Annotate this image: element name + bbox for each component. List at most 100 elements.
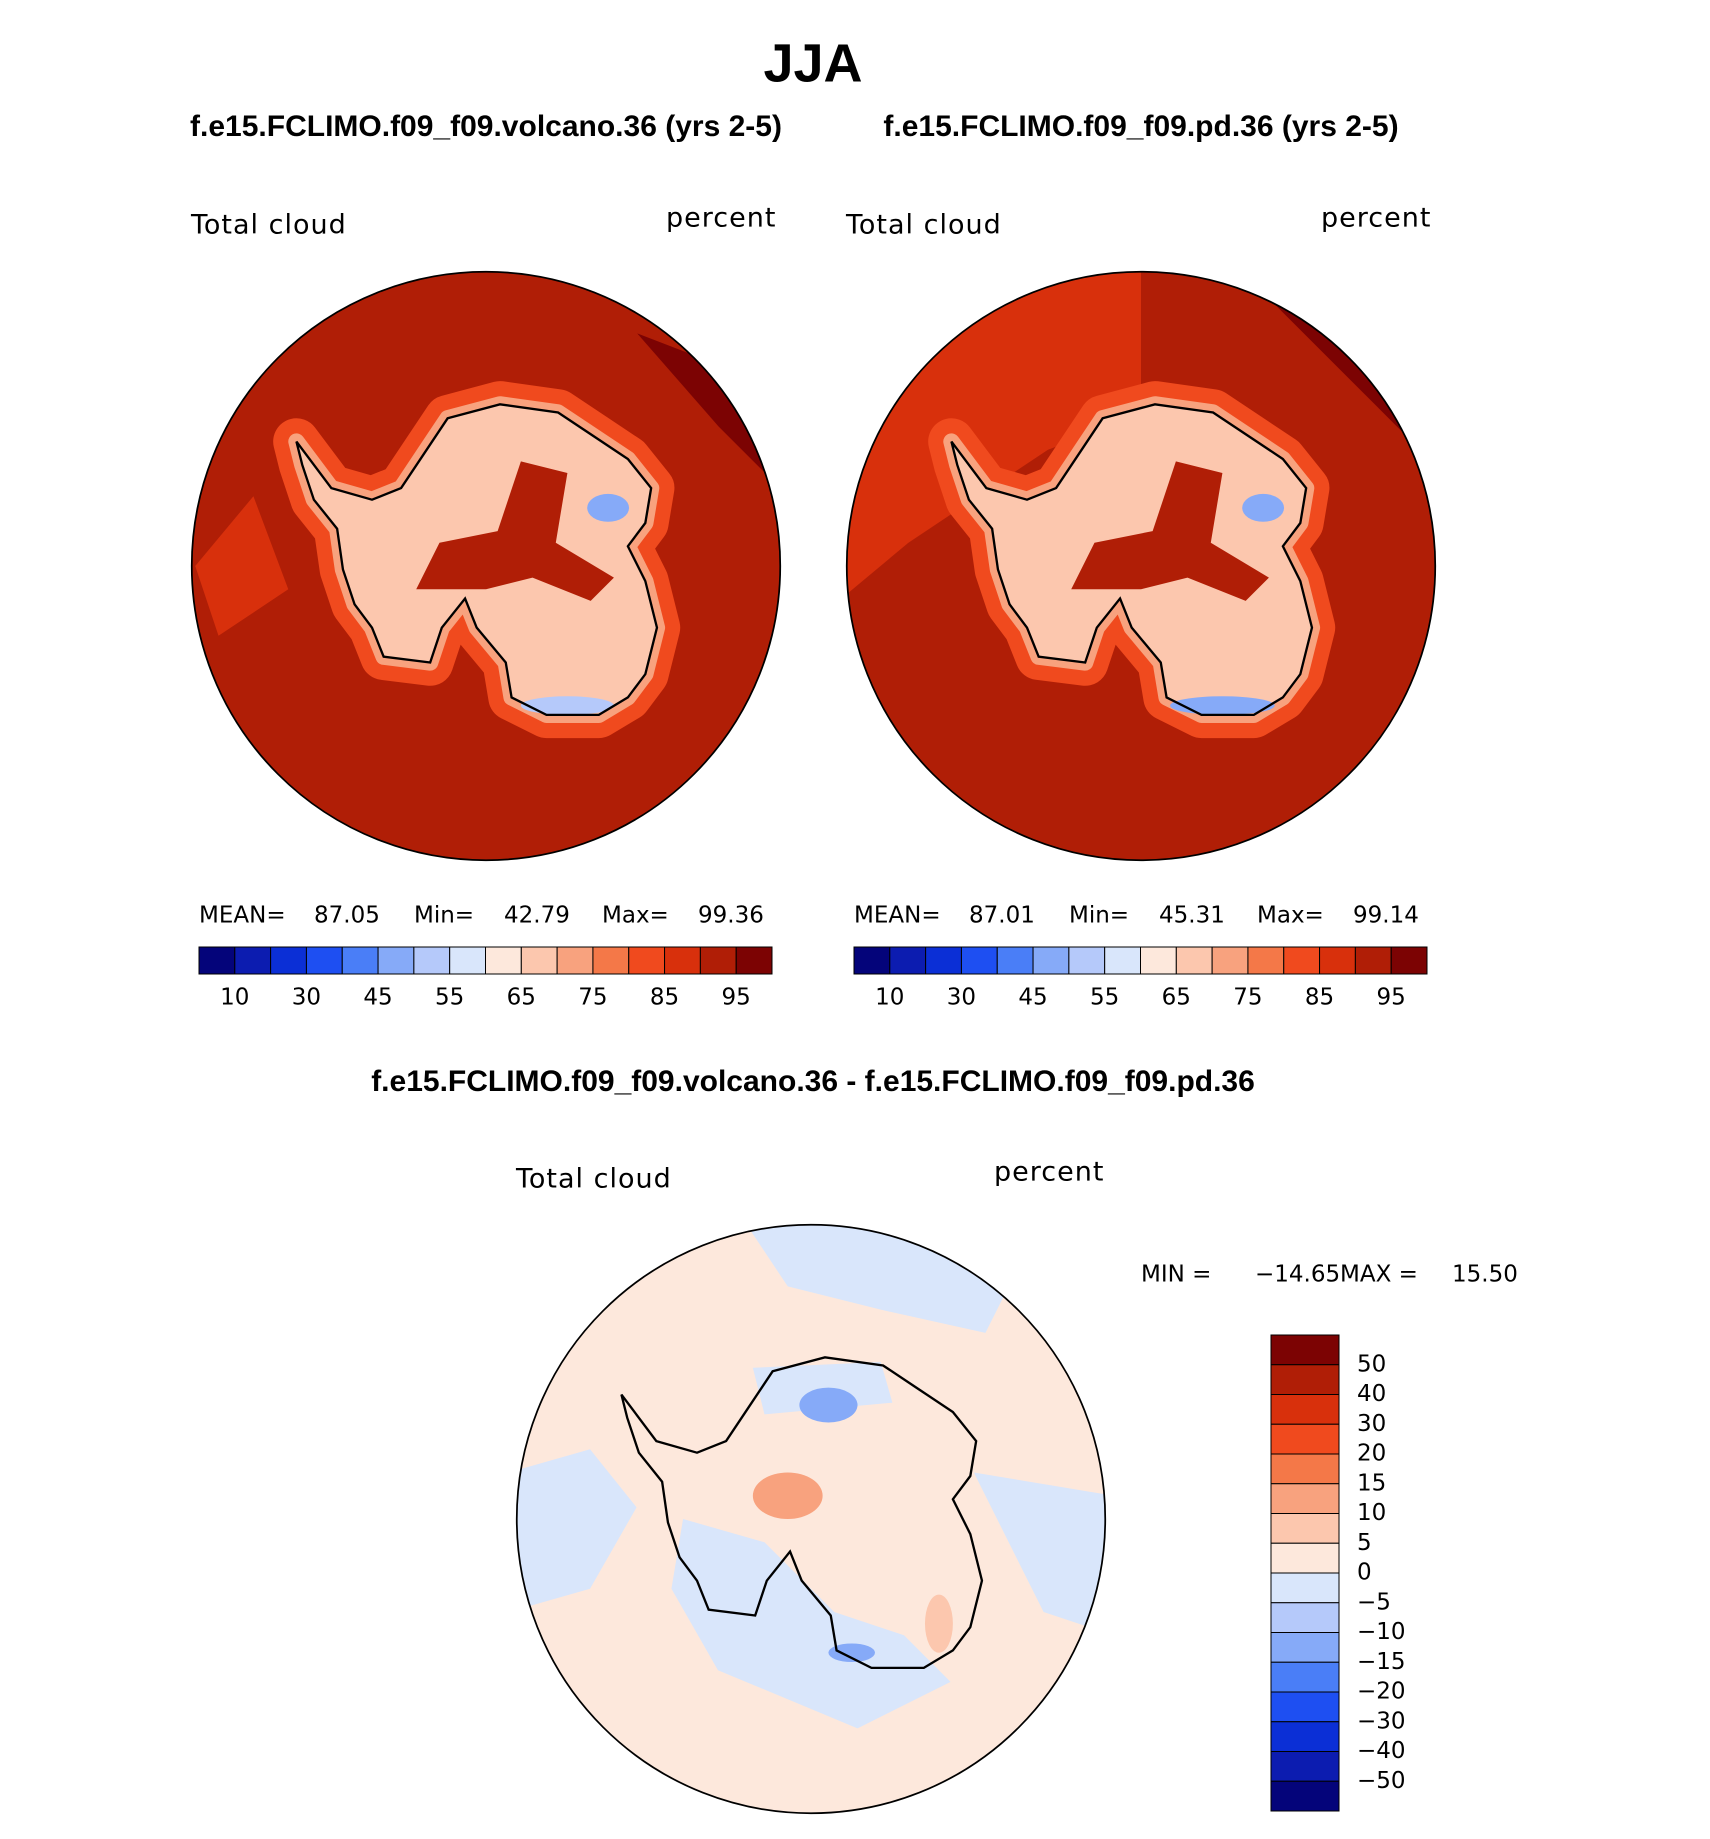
colorbar-box <box>1270 1602 1340 1633</box>
colorbar-label: 65 <box>507 985 536 1011</box>
colorbar-box <box>1068 946 1106 975</box>
colorbar-label: 85 <box>1305 985 1334 1011</box>
colorbar-label: 55 <box>1090 985 1119 1011</box>
colorbar-box <box>1270 1483 1340 1514</box>
colorbar-box <box>1270 1691 1340 1723</box>
colorbar-box <box>628 946 666 975</box>
colorbar-box <box>1140 946 1177 975</box>
colorbar-box <box>664 946 701 975</box>
colorbar-box <box>1104 946 1141 975</box>
colorbar-box <box>1283 946 1321 975</box>
colorbar-label: 10 <box>875 985 904 1011</box>
stat-value: 87.01 <box>969 903 1035 929</box>
variable-label: Total cloud <box>515 1164 672 1195</box>
colorbar-box <box>1270 1721 1340 1752</box>
colorbar-box <box>960 946 998 975</box>
colorbar-label: 40 <box>1357 1381 1386 1407</box>
colorbar-box <box>1270 1334 1340 1366</box>
stat-value: 42.79 <box>504 903 570 929</box>
colorbar-label: 45 <box>363 985 392 1011</box>
colorbar-box <box>270 946 307 975</box>
colorbar-label: 5 <box>1357 1530 1372 1556</box>
colorbar-box <box>520 946 558 975</box>
colorbar-box <box>1247 946 1285 975</box>
colorbar-label: 30 <box>947 985 976 1011</box>
stat-label: Max= <box>602 903 669 929</box>
units-label: percent <box>666 203 776 234</box>
colorbar-label: 75 <box>578 985 607 1011</box>
colorbar-box <box>889 946 927 975</box>
colorbar-label: 20 <box>1357 1441 1386 1467</box>
colorbar-label: 10 <box>220 985 249 1011</box>
colorbar-label: −20 <box>1357 1679 1406 1705</box>
map <box>515 1223 1107 1815</box>
colorbar-label: −5 <box>1357 1589 1391 1615</box>
panel-title: f.e15.FCLIMO.f09_f09.volcano.36 (yrs 2-5… <box>190 110 782 143</box>
stat-label: Min= <box>1069 903 1129 929</box>
colorbar-box <box>1354 946 1392 975</box>
stat-value: 87.05 <box>314 903 380 929</box>
colorbar-label: −15 <box>1357 1649 1406 1675</box>
colorbar-box <box>996 946 1034 975</box>
stat-value: 15.50 <box>1452 1262 1518 1288</box>
colorbar-label: 10 <box>1357 1500 1386 1526</box>
units-label: percent <box>994 1157 1104 1188</box>
stat-label: MEAN= <box>199 903 286 929</box>
colorbar-box <box>485 946 522 975</box>
colorbar-box <box>449 946 486 975</box>
colorbar-box <box>1270 1542 1340 1574</box>
colorbar-box <box>592 946 630 975</box>
units-label: percent <box>1321 203 1431 234</box>
stat-label: Min= <box>414 903 474 929</box>
colorbar-box <box>341 946 379 975</box>
colorbar-box <box>925 946 962 975</box>
colorbar-box <box>305 946 343 975</box>
colorbar-box <box>1270 1780 1340 1812</box>
colorbar-label: −50 <box>1357 1768 1406 1794</box>
colorbar-box <box>1319 946 1356 975</box>
stat-value: 99.36 <box>698 903 764 929</box>
map <box>190 270 782 862</box>
panel-title: f.e15.FCLIMO.f09_f09.pd.36 (yrs 2-5) <box>883 110 1398 143</box>
colorbar-label: 30 <box>292 985 321 1011</box>
colorbar-box <box>1270 1364 1340 1395</box>
colorbar-box <box>1032 946 1070 975</box>
variable-label: Total cloud <box>845 210 1002 241</box>
colorbar-label: 75 <box>1233 985 1262 1011</box>
colorbar-box <box>853 946 891 975</box>
colorbar-label: −30 <box>1357 1708 1406 1734</box>
colorbar-label: 95 <box>722 985 751 1011</box>
colorbar-box <box>1175 946 1213 975</box>
difference-title: f.e15.FCLIMO.f09_f09.volcano.36 - f.e15.… <box>371 1065 1255 1098</box>
stat-value: 45.31 <box>1159 903 1225 929</box>
colorbar-box <box>1270 1513 1340 1544</box>
colorbar-label: 45 <box>1018 985 1047 1011</box>
colorbar-box <box>1270 1751 1340 1782</box>
colorbar-box <box>234 946 272 975</box>
colorbar-box <box>1270 1394 1340 1425</box>
colorbar-box <box>1270 1423 1340 1455</box>
colorbar-box <box>1390 946 1428 975</box>
colorbar-label: −40 <box>1357 1738 1406 1764</box>
colorbar-label: −10 <box>1357 1619 1406 1645</box>
stat-label: Max= <box>1257 903 1324 929</box>
colorbar-box <box>198 946 236 975</box>
colorbar-label: 30 <box>1357 1411 1386 1437</box>
stat-label: MEAN= <box>854 903 941 929</box>
colorbar-box <box>556 946 594 975</box>
colorbar-box <box>699 946 737 975</box>
colorbar-box <box>1270 1572 1340 1604</box>
map <box>845 270 1437 862</box>
stat-label: MAX = <box>1340 1262 1418 1288</box>
colorbar-label: 0 <box>1357 1560 1372 1586</box>
colorbar-label: 95 <box>1377 985 1406 1011</box>
colorbar-box <box>1270 1632 1340 1663</box>
colorbar-box <box>735 946 773 975</box>
stat-value: 99.14 <box>1353 903 1419 929</box>
colorbar-box <box>1270 1453 1340 1485</box>
colorbar-label: 50 <box>1357 1351 1386 1377</box>
stat-value: −14.65 <box>1255 1262 1340 1288</box>
variable-label: Total cloud <box>190 210 347 241</box>
colorbar-box <box>1211 946 1249 975</box>
